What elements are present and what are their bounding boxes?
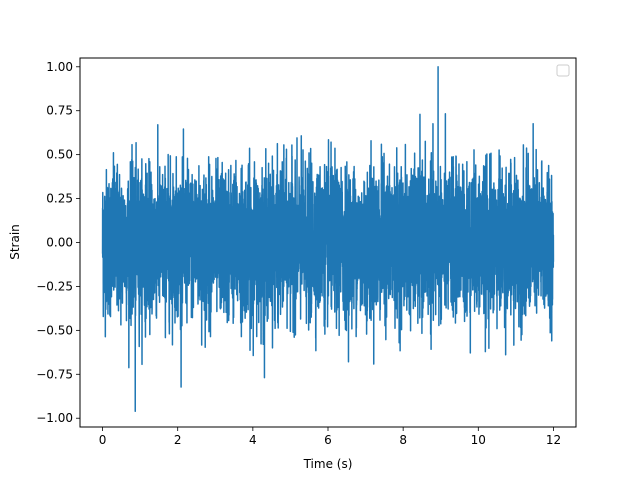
y-tick-label: 0.75: [46, 104, 73, 118]
x-tick-label: 2: [174, 433, 182, 447]
x-tick-label: 10: [471, 433, 486, 447]
y-tick-label: −0.75: [36, 367, 73, 381]
y-tick-label: 0.00: [46, 236, 73, 250]
x-tick-label: 6: [324, 433, 332, 447]
y-axis: −1.00 −0.75 −0.50 −0.25 0.00 0.25 0.50 0.75 1.00: [36, 60, 80, 425]
plot-area: [101, 66, 555, 412]
series-layer: [101, 66, 555, 412]
x-tick-label: 4: [249, 433, 257, 447]
series-line-strain: [101, 66, 555, 412]
x-axis: 0 2 4 6 8 10 12: [99, 427, 561, 447]
y-axis-label: Strain: [8, 224, 22, 260]
y-tick-label: −0.25: [36, 279, 73, 293]
y-tick-label: 1.00: [46, 60, 73, 74]
legend-box[interactable]: [556, 64, 570, 77]
y-tick-label: 0.50: [46, 148, 73, 162]
y-tick-label: −1.00: [36, 411, 73, 425]
x-tick-label: 8: [399, 433, 407, 447]
x-tick-label: 12: [546, 433, 561, 447]
y-tick-label: 0.25: [46, 192, 73, 206]
y-tick-label: −0.50: [36, 323, 73, 337]
x-axis-label: Time (s): [303, 457, 353, 471]
x-tick-label: 0: [99, 433, 107, 447]
